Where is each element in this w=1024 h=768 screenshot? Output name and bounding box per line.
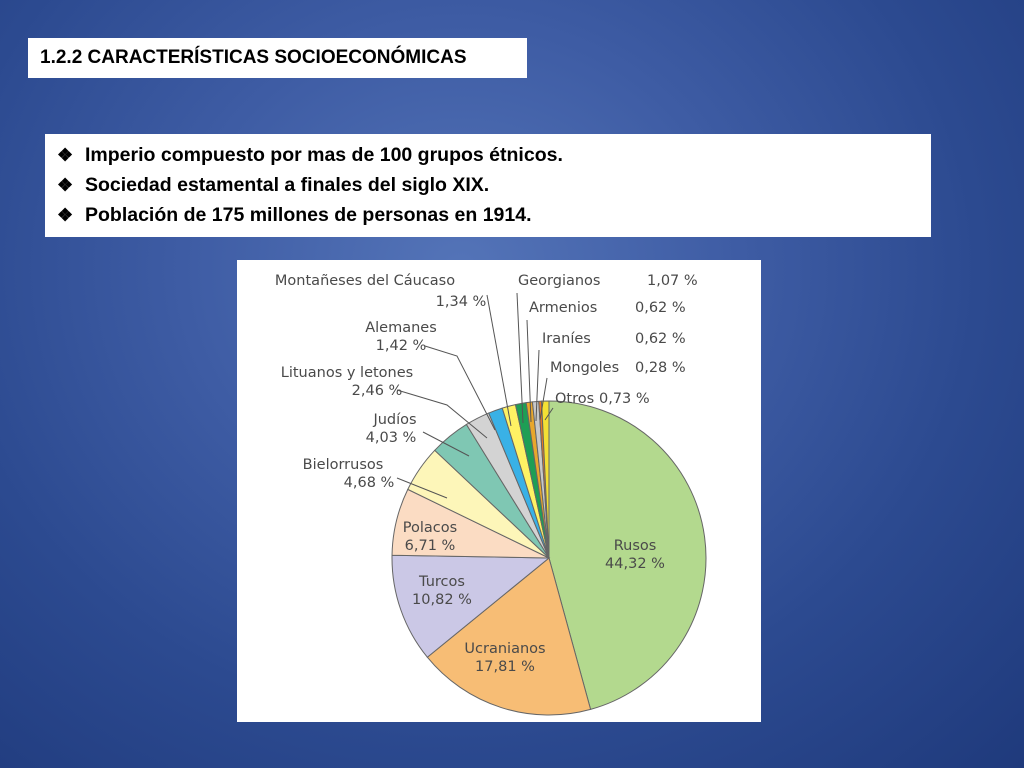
slice-label-0: Rusos xyxy=(614,538,657,554)
slice-value-3: 6,71 % xyxy=(405,538,456,554)
bullet-text: Sociedad estamental a finales del siglo … xyxy=(85,173,490,196)
ethnic-groups-pie-chart: Rusos 44,32 % Ucranianos 17,81 % Turcos 10,82… xyxy=(237,260,761,722)
leader-line-10 xyxy=(526,319,532,423)
bullet-item: ❖ Población de 175 millones de personas … xyxy=(57,200,919,230)
slice-value-4: 4,68 % xyxy=(344,475,395,491)
bullet-text: Imperio compuesto por mas de 100 grupos … xyxy=(85,143,563,166)
leader-line-13 xyxy=(544,407,554,421)
slice-value-0: 44,32 % xyxy=(605,556,665,572)
bullet-item: ❖ Imperio compuesto por mas de 100 grupo… xyxy=(57,140,919,170)
slice-value-9: 1,07 % xyxy=(647,273,698,289)
slice-value-12: 0,28 % xyxy=(635,360,686,376)
leader-line-8 xyxy=(486,294,512,427)
leader-line-12 xyxy=(539,377,548,421)
leader-line-9 xyxy=(516,292,524,424)
pie-slice-0 xyxy=(548,400,707,711)
slice-label-5: Judíos xyxy=(372,412,416,428)
slice-label-9: Georgianos xyxy=(518,273,600,289)
slice-label-13: Otros xyxy=(555,391,594,407)
leader-line-11 xyxy=(535,349,540,422)
pie-chart-svg: Rusos 44,32 % Ucranianos 17,81 % Turcos 10,82… xyxy=(275,273,707,716)
bullet-item: ❖ Sociedad estamental a finales del sigl… xyxy=(57,170,919,200)
slice-label-6: Lituanos y letones xyxy=(281,365,413,381)
diamond-bullet-icon: ❖ xyxy=(57,144,74,165)
pie-slice-13 xyxy=(541,400,550,559)
slice-label-3: Polacos xyxy=(403,520,457,536)
slice-label-12: Mongoles xyxy=(550,360,619,376)
slice-value-7: 1,42 % xyxy=(376,338,427,354)
bullet-text: Población de 175 millones de personas en… xyxy=(85,203,532,226)
slide-title: 1.2.2 CARACTERÍSTICAS SOCIOECONÓMICAS xyxy=(28,38,527,78)
slice-label-11: Iraníes xyxy=(542,331,591,347)
slice-value-2: 10,82 % xyxy=(412,592,472,608)
slice-value-8: 1,34 % xyxy=(436,294,487,310)
diamond-bullet-icon: ❖ xyxy=(57,204,74,225)
diamond-bullet-icon: ❖ xyxy=(57,174,74,195)
slice-label-1: Ucranianos xyxy=(464,641,545,657)
leader-line-7 xyxy=(424,345,496,431)
slice-label-8: Montañeses del Cáucaso xyxy=(275,273,455,289)
leader-line-6 xyxy=(396,389,488,439)
slice-label-2: Turcos xyxy=(418,574,465,590)
slice-value-1: 17,81 % xyxy=(475,659,535,675)
slice-value-11: 0,62 % xyxy=(635,331,686,347)
slice-value-13: 0,73 % xyxy=(599,391,650,407)
leader-line-5 xyxy=(422,431,470,457)
slice-label-4: Bielorrusos xyxy=(303,457,384,473)
bullet-list: ❖ Imperio compuesto por mas de 100 grupo… xyxy=(45,134,931,237)
pie-slice-1 xyxy=(426,557,592,716)
leader-line-4 xyxy=(396,477,448,499)
slice-label-10: Armenios xyxy=(529,300,597,316)
slice-value-6: 2,46 % xyxy=(352,383,403,399)
slice-label-7: Alemanes xyxy=(365,320,437,336)
slice-value-5: 4,03 % xyxy=(366,430,417,446)
pie-slice-2 xyxy=(391,554,551,658)
slice-value-10: 0,62 % xyxy=(635,300,686,316)
